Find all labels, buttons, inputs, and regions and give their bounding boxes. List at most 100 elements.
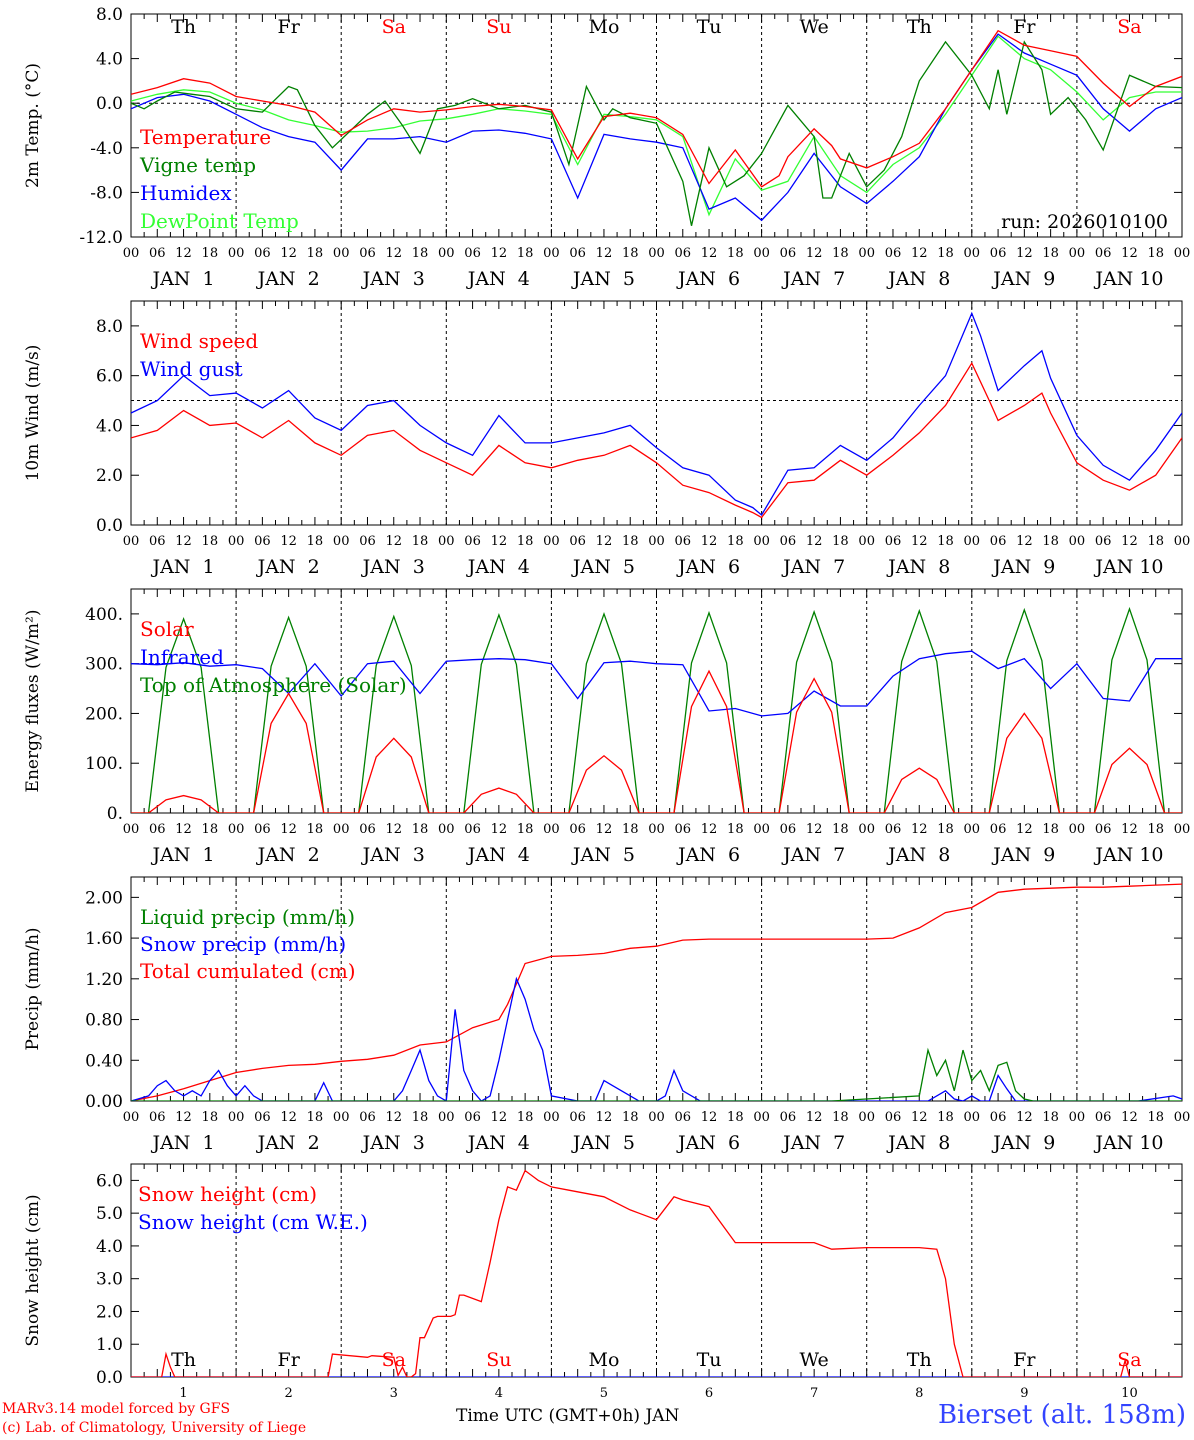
hour-tick-label: 06 bbox=[569, 1110, 586, 1125]
y-tick-label: -8.0 bbox=[90, 183, 123, 203]
hour-tick-label: 06 bbox=[464, 1110, 481, 1125]
hour-tick-label: 00 bbox=[1174, 534, 1191, 549]
hour-tick-label: 18 bbox=[307, 822, 324, 837]
hour-tick-label: 18 bbox=[1042, 822, 1059, 837]
hour-tick-label: 06 bbox=[254, 246, 271, 261]
hour-tick-label: 06 bbox=[254, 1110, 271, 1125]
hour-tick-label: 06 bbox=[990, 246, 1007, 261]
y-tick-label: 6.0 bbox=[96, 367, 123, 387]
hour-tick-label: 00 bbox=[858, 534, 875, 549]
hour-tick-label: 06 bbox=[675, 246, 692, 261]
hour-tick-label: 12 bbox=[701, 246, 718, 261]
y-tick-label: 4.0 bbox=[96, 1237, 123, 1257]
hour-tick-label: 12 bbox=[175, 822, 192, 837]
series-line-solar bbox=[131, 669, 1182, 813]
legend-entry: Temperature bbox=[140, 125, 271, 149]
date-label: JAN 10 bbox=[1093, 844, 1163, 866]
y-tick-label: 8.0 bbox=[96, 5, 123, 25]
y-tick-label: 0.0 bbox=[96, 516, 123, 536]
series-line-humidex bbox=[131, 33, 1182, 222]
hour-tick-label: 00 bbox=[333, 822, 350, 837]
hour-tick-label: 12 bbox=[911, 534, 928, 549]
legend-entry: Snow height (cm) bbox=[138, 1182, 317, 1206]
weekday-label: Sa bbox=[1117, 1349, 1141, 1371]
weekday-label: We bbox=[800, 16, 829, 38]
hour-tick-label: 00 bbox=[543, 246, 560, 261]
hour-tick-label: 00 bbox=[858, 822, 875, 837]
hour-tick-label: 18 bbox=[412, 534, 429, 549]
series-line-wind-gust bbox=[131, 311, 1182, 516]
hour-tick-label: 00 bbox=[964, 534, 981, 549]
hour-tick-label: 00 bbox=[438, 1110, 455, 1125]
weekday-label: Th bbox=[171, 16, 196, 38]
weekday-label: Th bbox=[907, 1349, 932, 1371]
date-label: JAN 9 bbox=[991, 556, 1055, 578]
hour-tick-label: 00 bbox=[648, 1110, 665, 1125]
hour-tick-label: 12 bbox=[911, 822, 928, 837]
date-label: JAN 7 bbox=[781, 844, 845, 866]
weekday-label: Tu bbox=[697, 16, 722, 38]
hour-tick-label: 18 bbox=[937, 246, 954, 261]
hour-tick-label: 12 bbox=[385, 534, 402, 549]
date-label: JAN 8 bbox=[886, 1132, 950, 1154]
day-number-label: 1 bbox=[179, 1386, 187, 1401]
legend-entry: Top of Atmosphere (Solar) bbox=[140, 673, 407, 697]
hour-tick-label: 06 bbox=[149, 822, 166, 837]
weekday-label: Fr bbox=[1013, 1349, 1036, 1371]
hour-tick-label: 00 bbox=[1069, 246, 1086, 261]
hour-tick-label: 06 bbox=[1095, 822, 1112, 837]
date-label: JAN 8 bbox=[886, 268, 950, 290]
hour-tick-label: 00 bbox=[333, 246, 350, 261]
hour-tick-label: 18 bbox=[517, 822, 534, 837]
y-axis-title: Snow height (cm) bbox=[23, 1194, 43, 1346]
hour-tick-label: 18 bbox=[307, 1110, 324, 1125]
hour-tick-label: 18 bbox=[832, 822, 849, 837]
hour-tick-label: 12 bbox=[1016, 822, 1033, 837]
hour-tick-label: 12 bbox=[280, 822, 297, 837]
hour-tick-label: 06 bbox=[359, 1110, 376, 1125]
weekday-label: Sa bbox=[382, 1349, 406, 1371]
date-label: JAN 7 bbox=[781, 556, 845, 578]
legend-entry: Infrared bbox=[140, 645, 224, 669]
hour-tick-label: 06 bbox=[359, 534, 376, 549]
hour-tick-label: 06 bbox=[780, 246, 797, 261]
hour-tick-label: 00 bbox=[228, 534, 245, 549]
hour-tick-label: 06 bbox=[990, 822, 1007, 837]
hour-tick-label: 00 bbox=[438, 246, 455, 261]
hour-tick-label: 18 bbox=[937, 1110, 954, 1125]
hour-tick-label: 18 bbox=[727, 1110, 744, 1125]
date-label: JAN 3 bbox=[361, 1132, 425, 1154]
date-label: JAN 3 bbox=[361, 844, 425, 866]
hour-tick-label: 06 bbox=[254, 534, 271, 549]
weekday-label: Th bbox=[171, 1349, 196, 1371]
legend-entry: Snow height (cm W.E.) bbox=[138, 1210, 368, 1234]
hour-tick-label: 06 bbox=[254, 822, 271, 837]
model-credit: MARv3.14 model forced by GFS bbox=[2, 1401, 231, 1417]
series-line-vigne-temp bbox=[131, 40, 1182, 226]
legend-entry: DewPoint Temp bbox=[140, 209, 299, 233]
legend-entry: Total cumulated (cm) bbox=[140, 959, 356, 983]
hour-tick-label: 00 bbox=[753, 534, 770, 549]
hour-tick-label: 06 bbox=[569, 246, 586, 261]
y-tick-label: 100. bbox=[85, 754, 123, 774]
date-label: JAN 4 bbox=[466, 268, 530, 290]
hour-tick-label: 06 bbox=[675, 534, 692, 549]
hour-tick-label: 12 bbox=[596, 246, 613, 261]
y-tick-label: 8.0 bbox=[96, 317, 123, 337]
hour-tick-label: 18 bbox=[412, 822, 429, 837]
date-label: JAN 1 bbox=[150, 1132, 214, 1154]
series-line-temperature bbox=[131, 29, 1182, 188]
y-tick-label: 0.80 bbox=[85, 1011, 123, 1031]
hour-tick-label: 12 bbox=[491, 246, 508, 261]
hour-tick-label: 18 bbox=[1147, 246, 1164, 261]
hour-tick-label: 18 bbox=[307, 534, 324, 549]
date-label: JAN 4 bbox=[466, 844, 530, 866]
date-label: JAN 5 bbox=[571, 556, 635, 578]
hour-tick-label: 00 bbox=[858, 1110, 875, 1125]
date-label: JAN 2 bbox=[256, 1132, 320, 1154]
hour-tick-label: 12 bbox=[1016, 1110, 1033, 1125]
weekday-label: Su bbox=[486, 1349, 511, 1371]
date-label: JAN 10 bbox=[1093, 1132, 1163, 1154]
y-tick-label: 300. bbox=[85, 655, 123, 675]
legend-entry: Liquid precip (mm/h) bbox=[140, 905, 355, 929]
